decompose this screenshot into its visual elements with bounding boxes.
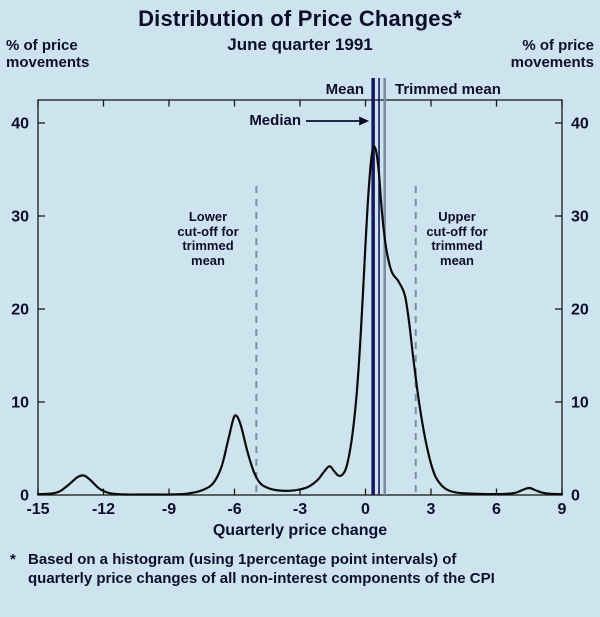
footnote-line: Based on a histogram (using 1percentage … [28,551,457,568]
x-tick-label: 9 [558,501,567,518]
chart-footnote: * Based on a histogram (using 1percentag… [10,551,592,588]
annotation-line: mean [191,252,225,268]
y-tick-label-right: 0 [571,488,580,505]
y-tick-label-right: 40 [571,116,589,133]
y-tick-label-left: 0 [20,488,29,505]
x-tick-label: 3 [427,501,436,518]
chart-subtitle: June quarter 1991 [227,35,373,54]
x-tick-label: -6 [227,501,241,518]
mean-line-label: Mean [325,81,364,98]
unit-label-line: movements [510,54,594,71]
unit-label-line: % of price [522,37,594,54]
y-tick-label-left: 20 [11,302,29,319]
trimmed-mean-line-label: Trimmed mean [395,81,501,98]
y-tick-label-right: 20 [571,302,589,319]
distribution-curve [36,145,564,496]
annotation-line: cut-off for [177,223,239,239]
annotation-line: mean [440,252,474,268]
x-tick-label: -3 [293,501,307,518]
y-tick-label-left: 40 [11,116,29,133]
y-tick-label-left: 30 [11,209,29,226]
unit-label-line: % of price [6,37,78,54]
y-axis-unit-label-left: % of price movements [6,37,89,71]
annotation-line: cut-off for [426,223,488,239]
y-tick-label-right: 30 [571,209,589,226]
median-arrow-head [359,116,370,126]
annotation-line: Lower [188,209,228,224]
x-tick-label: -15 [26,501,49,518]
annotation-line: Upper [438,209,476,224]
y-axis-unit-label-right: % of price movements [511,37,594,71]
upper-cutoff-annotation: Upper cut-off for trimmed mean [407,209,507,268]
annotation-line: trimmed [182,238,234,253]
y-tick-label-left: 10 [11,395,29,412]
lower-cutoff-annotation: Lower cut-off for trimmed mean [158,209,258,268]
x-tick-label: -9 [162,501,176,518]
x-tick-label: -12 [92,501,115,518]
x-tick-label: 0 [361,501,370,518]
footnote-line: quarterly price changes of all non-inter… [28,569,495,587]
unit-label-line: movements [6,54,90,71]
x-tick-label: 6 [492,501,501,518]
median-line-label: Median [249,112,301,129]
footnote-marker: * [10,551,16,568]
plot-frame [37,99,563,496]
x-axis-title: Quarterly price change [212,522,388,539]
chart-title: Distribution of Price Changes* [138,6,462,31]
y-tick-label-right: 10 [571,395,589,412]
annotation-line: trimmed [431,238,483,253]
